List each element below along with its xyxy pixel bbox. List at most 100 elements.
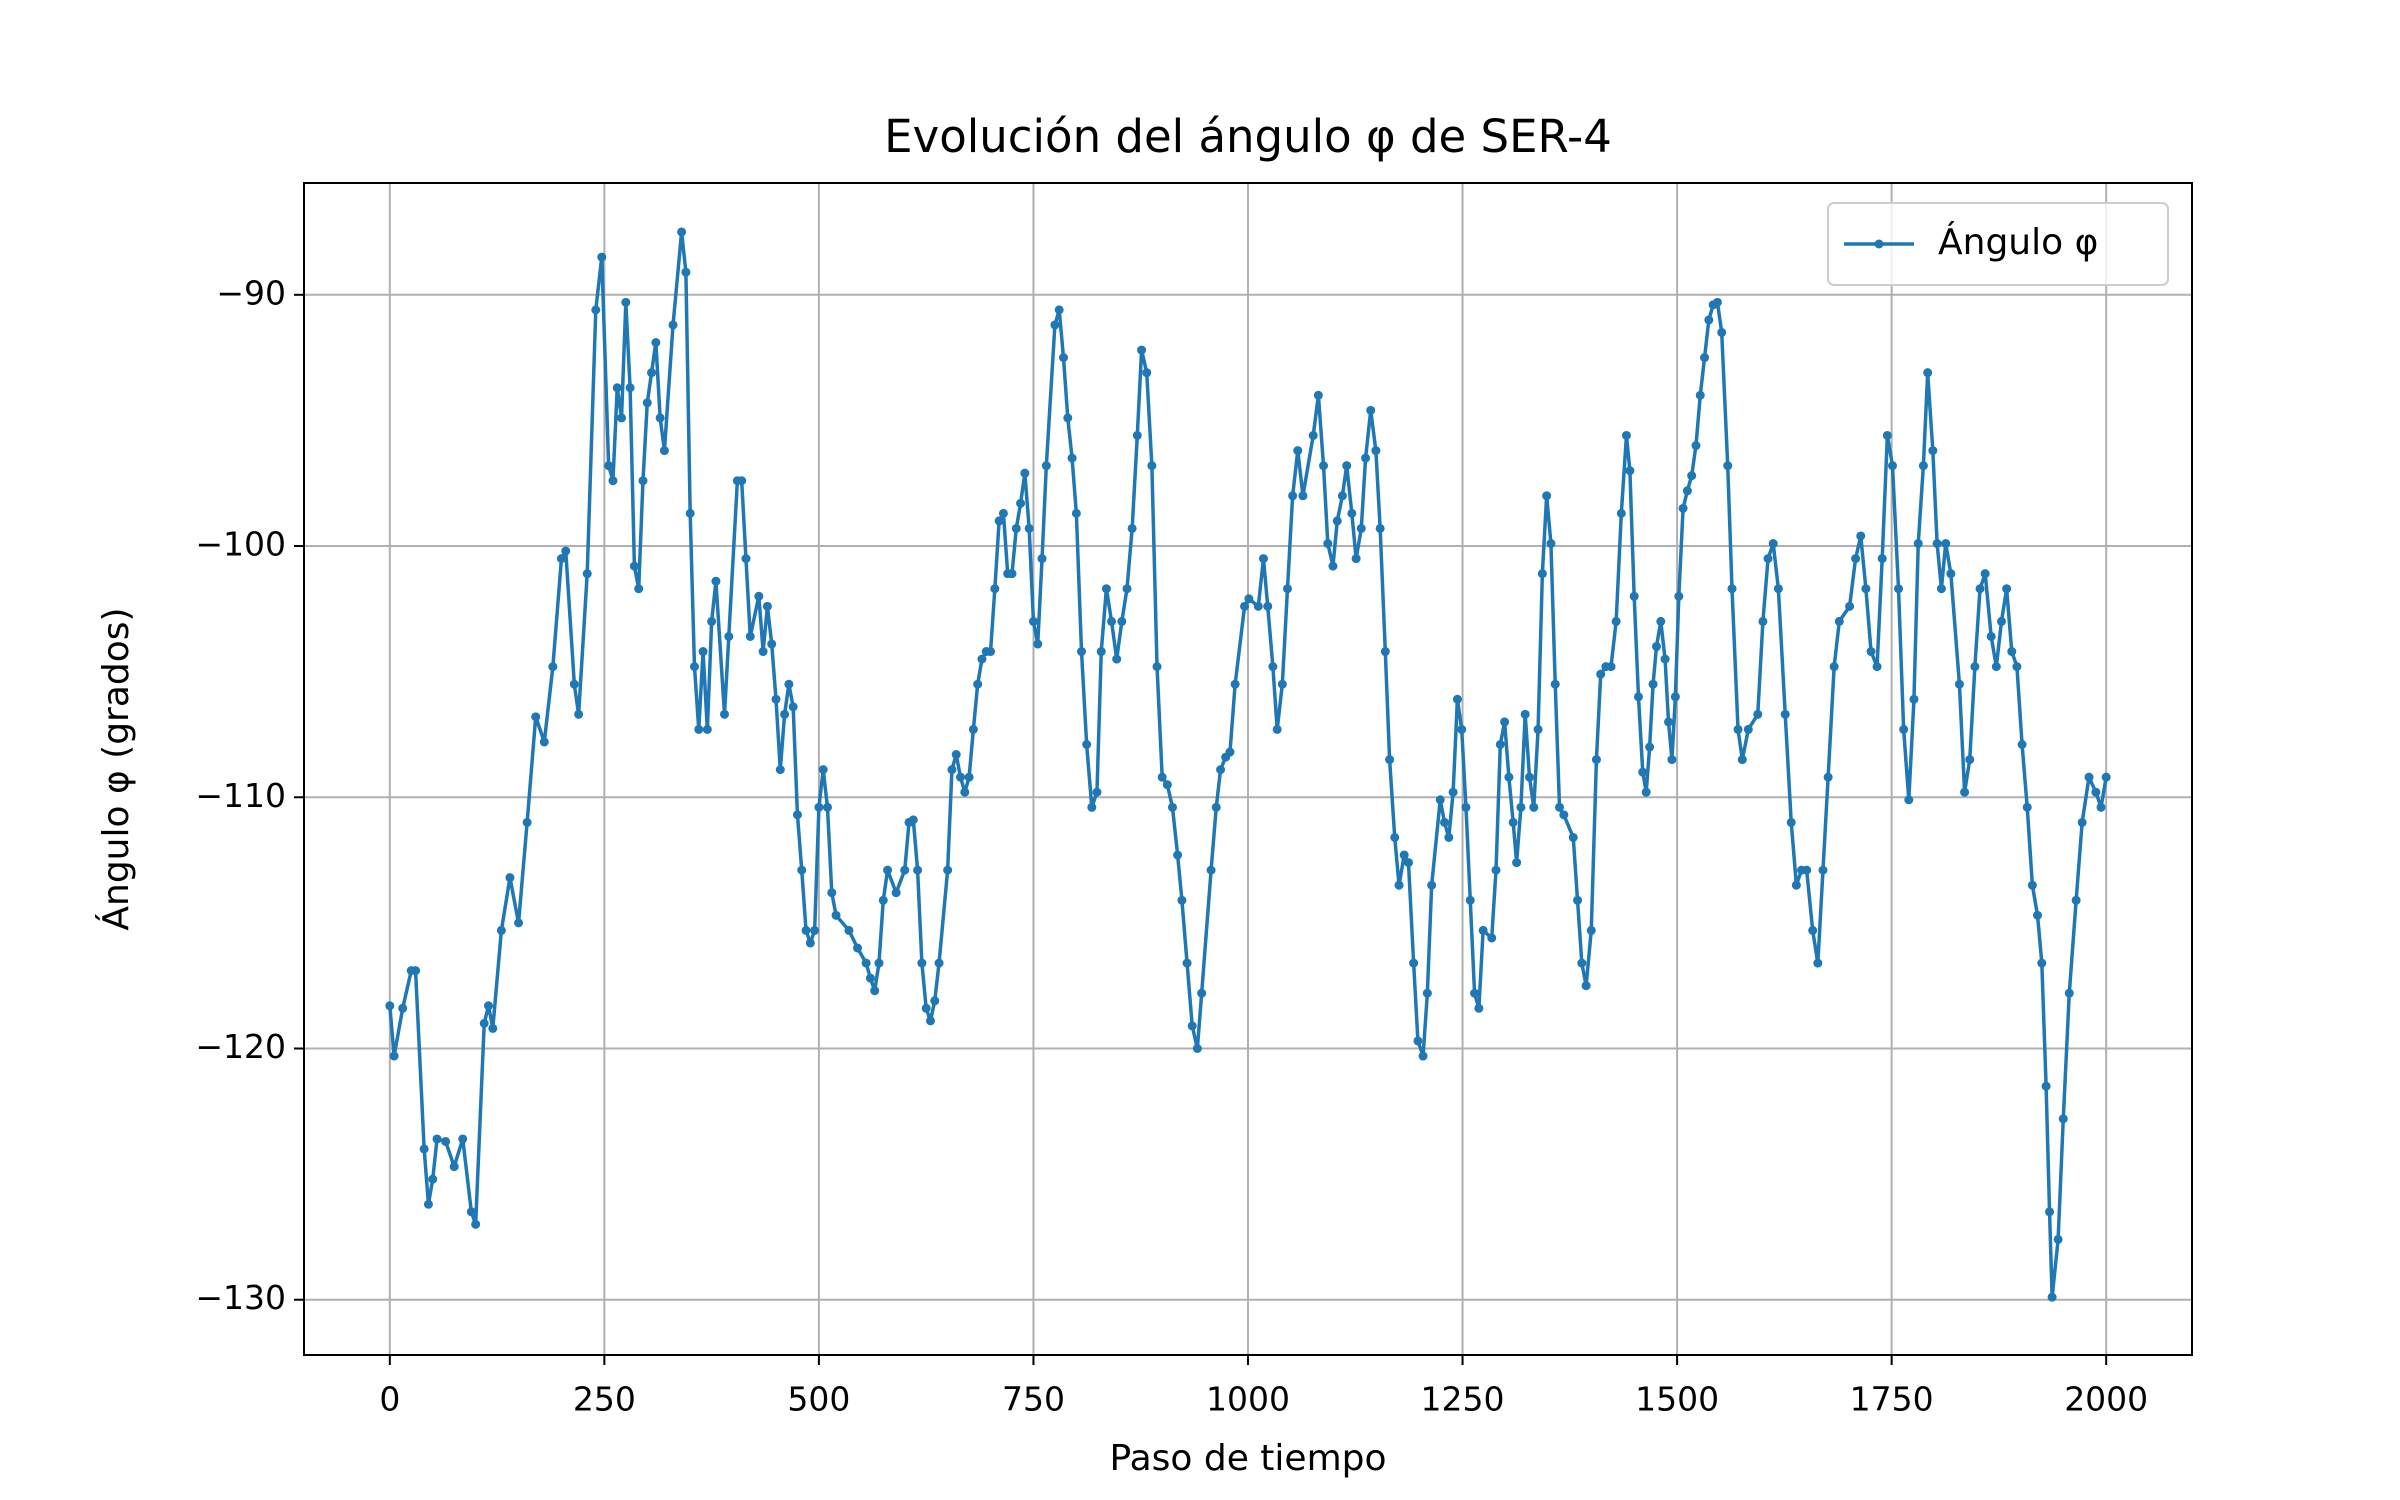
data-point <box>1660 654 1670 664</box>
data-point <box>1092 787 1102 797</box>
data-point <box>1028 616 1038 626</box>
data-point <box>1063 413 1073 423</box>
data-point <box>423 1199 433 1209</box>
data-point <box>1533 724 1543 734</box>
data-point <box>1727 584 1737 594</box>
data-point <box>1670 692 1680 702</box>
data-point <box>1753 709 1763 719</box>
data-point <box>767 639 777 649</box>
data-point <box>1546 539 1556 549</box>
data-point <box>1308 430 1318 440</box>
data-point <box>694 724 704 734</box>
data-point <box>685 508 695 518</box>
data-point <box>1211 802 1221 812</box>
data-point <box>1512 858 1522 868</box>
data-point <box>1435 795 1445 805</box>
data-point <box>947 765 957 775</box>
data-point <box>621 297 631 307</box>
data-point <box>1629 591 1639 601</box>
data-point <box>531 712 541 722</box>
data-point <box>681 267 691 277</box>
x-tick-label: 1750 <box>1850 1380 1934 1419</box>
data-point <box>874 958 884 968</box>
data-point <box>1444 832 1454 842</box>
data-point <box>1071 508 1081 518</box>
data-point <box>1991 662 2001 672</box>
data-point <box>1965 755 1975 765</box>
data-point <box>1508 817 1518 827</box>
data-point <box>801 925 811 935</box>
data-point <box>1258 554 1268 564</box>
data-point <box>659 446 669 456</box>
data-point <box>964 772 974 782</box>
data-point <box>1678 503 1688 513</box>
data-point <box>612 383 622 393</box>
data-point <box>702 724 712 734</box>
data-point <box>1394 880 1404 890</box>
data-point <box>634 584 644 594</box>
data-point <box>780 709 790 719</box>
data-point <box>1894 584 1904 594</box>
data-point <box>1573 895 1583 905</box>
data-point <box>655 413 665 423</box>
data-point <box>1577 958 1587 968</box>
data-point <box>994 516 1004 526</box>
data-point <box>1773 584 1783 594</box>
data-point <box>1802 865 1812 875</box>
data-point <box>1107 616 1117 626</box>
data-point <box>831 910 841 920</box>
data-point <box>943 865 953 875</box>
data-point <box>1733 724 1743 734</box>
data-point <box>1192 1043 1202 1053</box>
data-point <box>1399 850 1409 860</box>
data-point <box>1695 390 1705 400</box>
data-point <box>711 576 721 586</box>
data-point <box>2047 1292 2057 1302</box>
data-point <box>1277 679 1287 689</box>
data-point <box>1403 858 1413 868</box>
data-point <box>1904 795 1914 805</box>
data-point <box>449 1162 459 1172</box>
data-point <box>784 679 794 689</box>
data-point <box>1244 594 1254 604</box>
data-point <box>1478 925 1488 935</box>
data-point <box>1550 679 1560 689</box>
data-point <box>385 1001 395 1011</box>
data-point <box>608 476 618 486</box>
data-point <box>762 601 772 611</box>
data-point <box>2084 772 2094 782</box>
data-point <box>625 383 635 393</box>
legend: Ángulo φ <box>1827 202 2169 286</box>
legend-box <box>1827 202 2169 286</box>
data-point <box>1970 662 1980 672</box>
data-point <box>1177 895 1187 905</box>
data-point <box>707 616 717 626</box>
data-point <box>1682 486 1692 496</box>
data-point <box>1656 616 1666 626</box>
data-point <box>1101 584 1111 594</box>
y-tick-label: −100 <box>195 525 286 564</box>
data-point <box>1337 491 1347 501</box>
data-point <box>1413 1036 1423 1046</box>
legend-marker <box>1874 239 1884 249</box>
data-point <box>1960 787 1970 797</box>
data-point <box>913 865 923 875</box>
data-point <box>1282 584 1292 594</box>
data-point <box>1516 802 1526 812</box>
data-point <box>1737 755 1747 765</box>
x-tick-label: 1500 <box>1635 1380 1719 1419</box>
data-point <box>1542 491 1552 501</box>
data-point <box>951 750 961 760</box>
data-point <box>1834 616 1844 626</box>
data-point <box>1621 430 1631 440</box>
data-point <box>720 709 730 719</box>
data-point <box>977 654 987 664</box>
data-point <box>1700 353 1710 363</box>
data-point <box>1385 755 1395 765</box>
data-point <box>432 1134 442 1144</box>
data-point <box>1474 1003 1484 1013</box>
data-point <box>1520 709 1530 719</box>
data-point <box>1016 498 1026 508</box>
data-point <box>1712 297 1722 307</box>
data-point <box>1187 1021 1197 1031</box>
